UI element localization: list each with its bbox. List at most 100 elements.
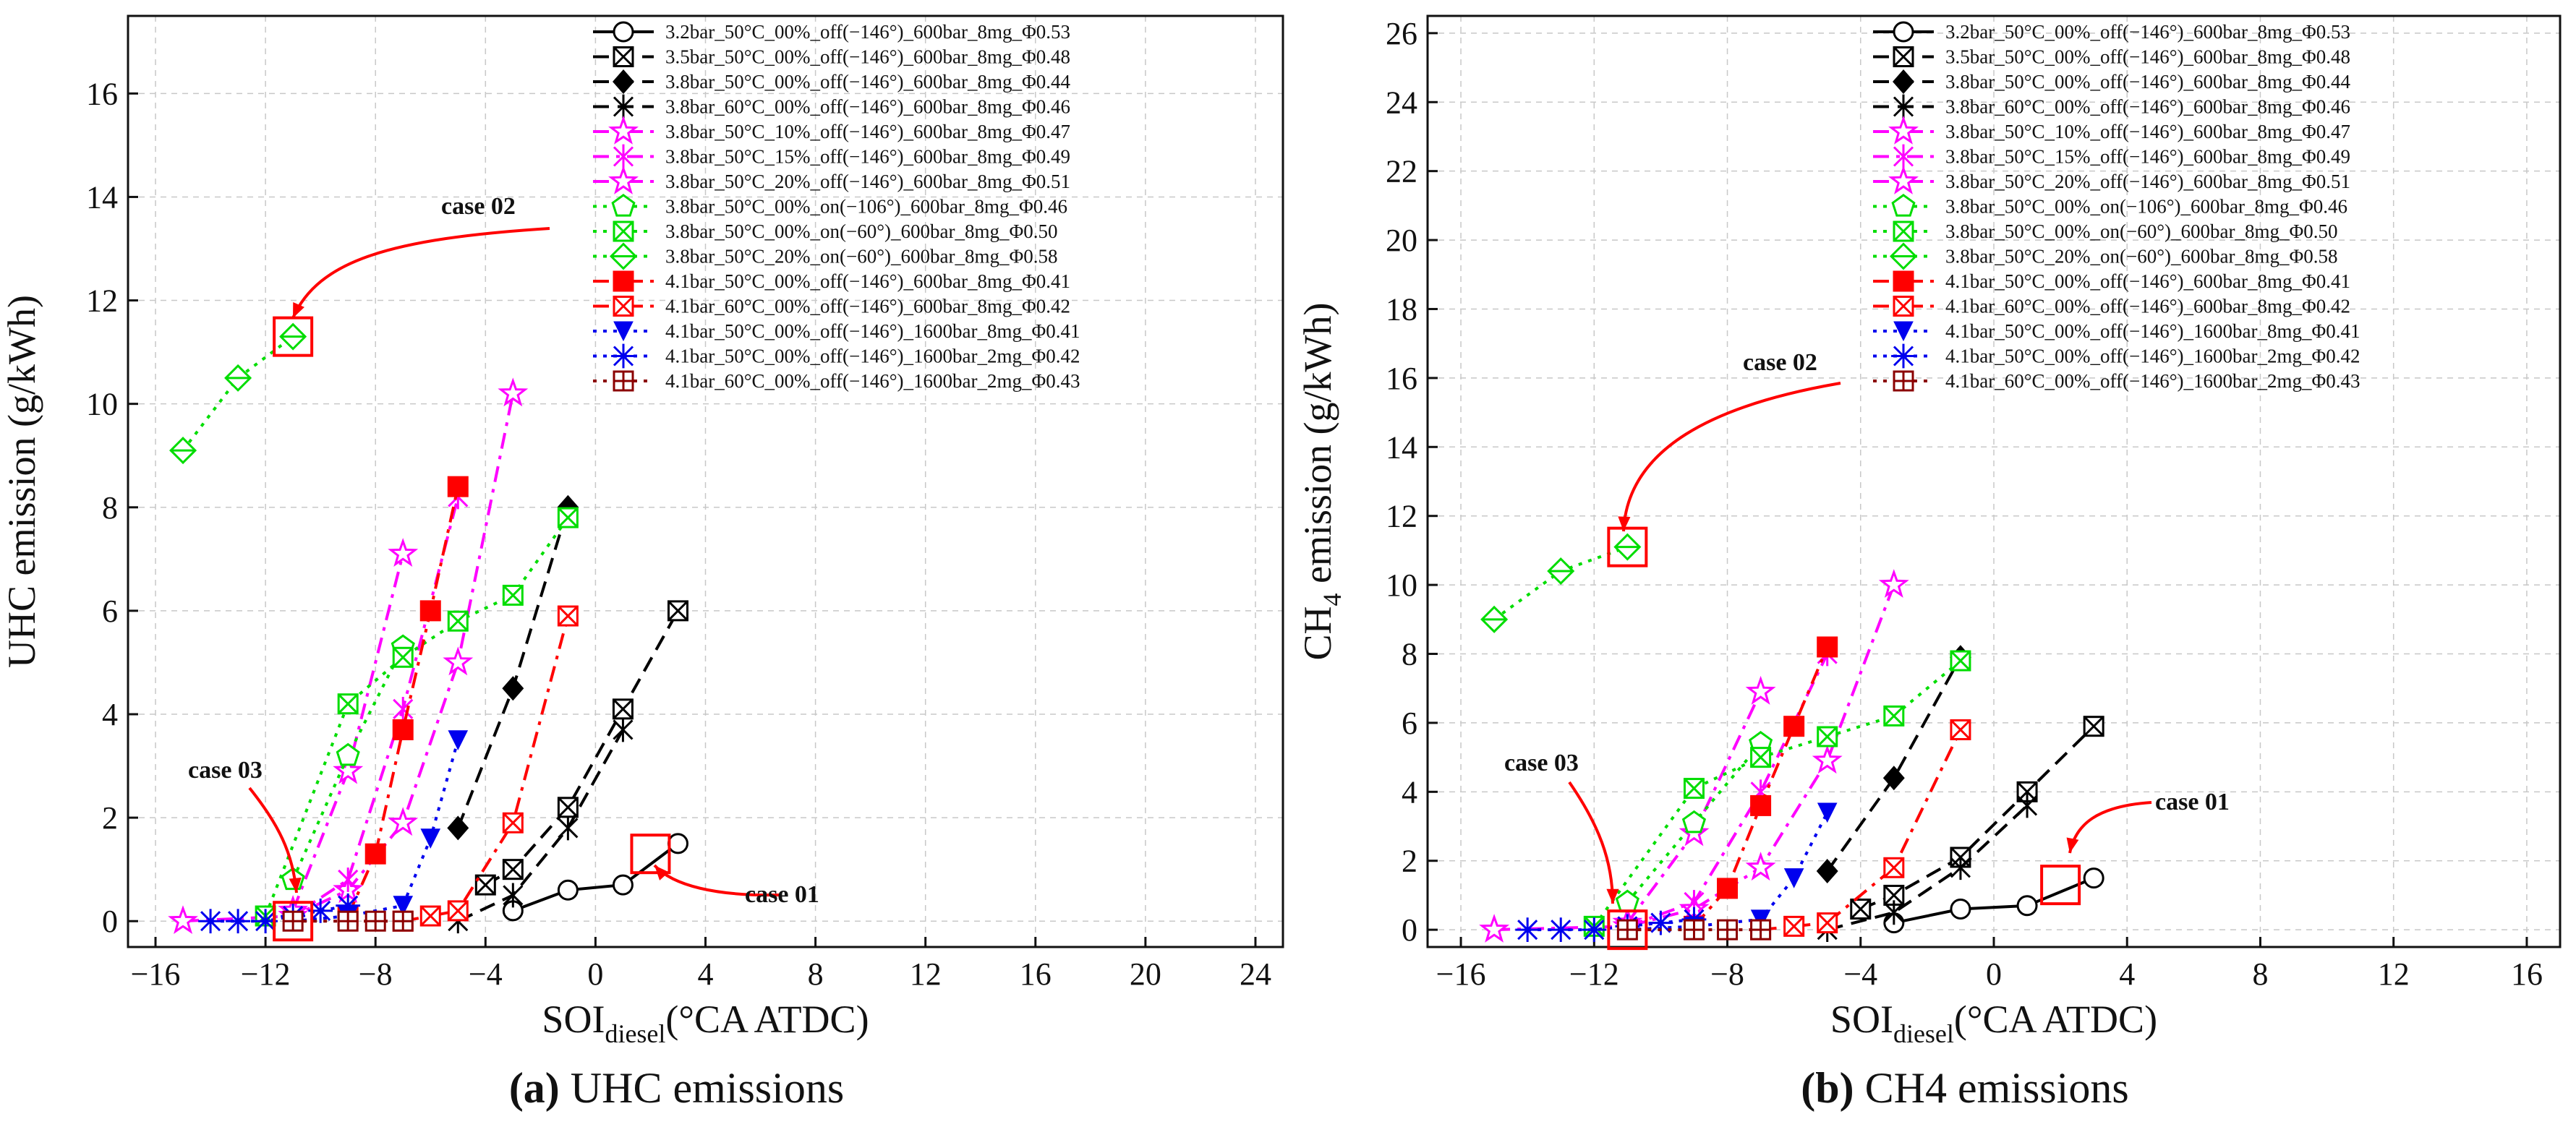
series-line <box>1860 725 2095 911</box>
legend-marker <box>1893 220 1914 242</box>
y-axis-label: UHC emission (g/kWh) <box>0 295 43 668</box>
arrow-line <box>1622 382 1841 532</box>
data-point <box>502 584 524 606</box>
legend-marker <box>1893 144 1914 169</box>
data-point <box>1750 794 1772 816</box>
x-tick-label: 16 <box>1020 956 1052 992</box>
legend: 3.2bar_50°C_00%_off(−146°)_600bar_8mg_Φ0… <box>593 21 1080 392</box>
data-point <box>1613 533 1642 561</box>
legend-marker <box>1891 194 1916 217</box>
series-2 <box>474 600 688 896</box>
y-tick-label: 16 <box>1386 361 1417 396</box>
legend-marker <box>613 321 634 342</box>
data-point <box>1882 766 1905 791</box>
y-tick-label: 10 <box>86 387 118 422</box>
y-tick-label: 2 <box>102 800 118 836</box>
legend-marker <box>611 343 636 369</box>
data-point <box>2083 867 2104 889</box>
x-tick-label: −4 <box>469 956 503 992</box>
data-point <box>2016 895 2038 917</box>
series-1 <box>502 833 688 922</box>
series-line <box>456 507 570 829</box>
data-point <box>1683 919 1705 940</box>
series-15 <box>1616 919 1772 940</box>
data-point <box>448 730 469 750</box>
data-point <box>308 899 333 923</box>
data-point <box>1883 705 1905 727</box>
data-point <box>502 859 524 880</box>
data-point <box>388 807 419 836</box>
legend-label: 4.1bar_50°C_00%_off(−146°)_1600bar_8mg_Φ… <box>665 320 1080 342</box>
arrow-head <box>2066 837 2079 853</box>
highlight-box <box>1607 909 1648 951</box>
y-tick-label: 0 <box>102 904 118 939</box>
y-tick-label: 8 <box>102 490 118 526</box>
y-tick-label: 14 <box>86 179 118 215</box>
legend-marker <box>1888 165 1919 194</box>
data-point <box>392 646 414 668</box>
data-point <box>338 867 359 892</box>
legend-label: 4.1bar_50°C_00%_off(−146°)_1600bar_2mg_Φ… <box>1945 346 2360 367</box>
legend-label: 3.8bar_50°C_10%_off(−146°)_600bar_8mg_Φ0… <box>665 121 1070 142</box>
data-point <box>253 909 278 934</box>
series-line <box>512 842 679 912</box>
legend-label: 3.8bar_50°C_00%_on(−60°)_600bar_8mg_Φ0.5… <box>665 220 1058 242</box>
data-point <box>1750 747 1772 768</box>
data-point <box>612 698 634 720</box>
annotation-label: case 01 <box>745 881 819 908</box>
data-point <box>392 719 414 740</box>
data-point <box>1683 778 1705 800</box>
legend-marker <box>613 370 634 392</box>
x-tick-label: 4 <box>698 956 714 992</box>
data-point <box>333 755 364 784</box>
series-line <box>485 609 680 886</box>
x-tick-label: −16 <box>1436 956 1486 992</box>
annotation-label: case 01 <box>2155 789 2230 815</box>
legend-label: 3.8bar_60°C_00%_off(−146°)_600bar_8mg_Φ0… <box>1945 96 2350 118</box>
x-tick-label: 20 <box>1130 956 1161 992</box>
data-point <box>447 815 469 841</box>
series-3 <box>447 494 579 841</box>
data-point <box>1681 810 1707 834</box>
series-14 <box>198 893 361 934</box>
legend-label: 3.5bar_50°C_00%_off(−146°)_600bar_8mg_Φ0… <box>1945 46 2350 68</box>
legend-label: 3.2bar_50°C_00%_off(−146°)_600bar_8mg_Φ0… <box>1945 21 2350 43</box>
series-9 <box>255 507 579 927</box>
x-tick-label: 24 <box>1240 956 1271 992</box>
data-point <box>2016 793 2038 818</box>
data-point <box>1817 802 1838 823</box>
data-point <box>1783 915 1805 937</box>
data-point <box>392 910 414 932</box>
x-axis-label: SOIdiesel(°CA ATDC) <box>542 998 869 1048</box>
legend-marker <box>1889 242 1918 270</box>
x-tick-label: 8 <box>808 956 824 992</box>
annotation-case-03: case 03 <box>1504 750 1648 951</box>
legend-marker <box>609 242 638 270</box>
legend-label: 4.1bar_50°C_00%_off(−146°)_1600bar_2mg_Φ… <box>665 346 1080 367</box>
data-point <box>364 910 386 932</box>
highlight-box <box>1607 526 1648 567</box>
series-line <box>1592 659 1962 927</box>
x-tick-label: −4 <box>1843 956 1877 992</box>
data-point <box>1878 569 1909 598</box>
data-point <box>557 507 579 528</box>
data-point <box>1750 919 1772 940</box>
series-line <box>1893 876 2094 925</box>
data-point <box>502 812 524 834</box>
series-10 <box>1480 533 1642 633</box>
legend-marker <box>611 194 636 217</box>
data-point <box>1582 917 1607 943</box>
highlight-box <box>2040 865 2081 906</box>
annotation-case-02: case 02 <box>273 193 550 357</box>
legend-label: 3.8bar_50°C_20%_on(−60°)_600bar_8mg_Φ0.5… <box>665 246 1058 267</box>
data-point <box>502 676 524 701</box>
data-point <box>1616 919 1638 940</box>
arrow-line <box>2068 801 2152 854</box>
legend-marker <box>613 69 634 95</box>
data-point <box>1745 852 1776 881</box>
legend-label: 4.1bar_60°C_00%_off(−146°)_600bar_8mg_Φ0… <box>665 296 1070 317</box>
legend-label: 3.8bar_50°C_15%_off(−146°)_600bar_8mg_Φ0… <box>1945 146 2350 168</box>
x-tick-label: 8 <box>2252 956 2268 992</box>
data-point <box>419 905 441 927</box>
